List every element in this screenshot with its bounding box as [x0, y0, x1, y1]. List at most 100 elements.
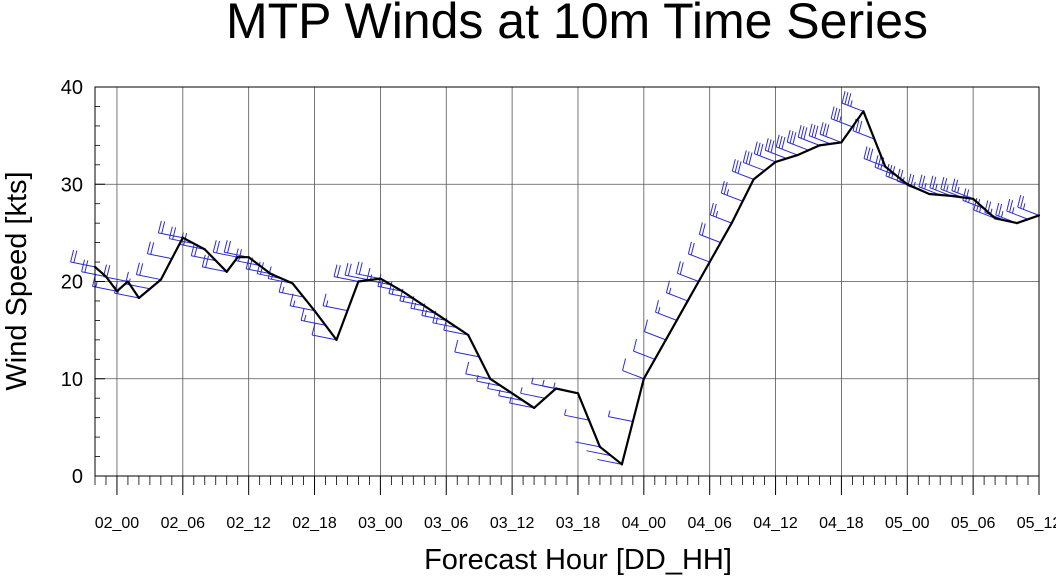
barb-shaft	[787, 141, 809, 151]
y-axis-label: Wind Speed [kts]	[1, 171, 33, 390]
barb-shaft	[81, 271, 107, 278]
barb-shaft	[776, 146, 798, 156]
barb-feather	[679, 262, 684, 275]
wind-barb	[289, 293, 315, 312]
data-point	[203, 248, 206, 251]
barb-feather	[322, 293, 327, 306]
wind-barb	[676, 261, 699, 282]
barb-shaft	[808, 135, 831, 145]
barb-feather	[808, 123, 813, 136]
barb-half-feather	[946, 185, 949, 192]
barb-shaft	[1017, 206, 1040, 216]
barb-feather	[300, 308, 305, 321]
barb-shaft	[147, 253, 172, 260]
barb-half-feather	[715, 211, 719, 218]
barb-feather	[1006, 198, 1011, 212]
wind-barb	[201, 254, 227, 273]
wind-barb	[764, 138, 787, 159]
barb-shaft	[509, 402, 535, 409]
barb-shaft	[322, 305, 348, 312]
barb-half-feather	[435, 317, 439, 324]
barb-feather	[1009, 200, 1014, 213]
barb-feather	[753, 141, 758, 154]
barb-feather	[786, 129, 791, 143]
barb-feather	[874, 155, 879, 168]
barb-feather	[146, 241, 151, 254]
barb-feather	[73, 250, 78, 263]
barb-feather	[995, 202, 1000, 216]
barb-feather	[869, 148, 874, 161]
barb-half-feather	[564, 409, 567, 416]
barb-feather	[976, 199, 981, 212]
barb-shaft	[885, 175, 908, 185]
barb-feather	[712, 203, 717, 217]
barb-feather	[690, 242, 695, 256]
barb-shaft	[246, 268, 271, 275]
barb-feather	[723, 182, 728, 195]
barb-feather	[355, 261, 360, 274]
barb-feather	[764, 138, 769, 151]
x-tick-label: 04_00	[622, 515, 667, 532]
x-tick-label: 03_18	[556, 515, 601, 532]
data-point	[532, 406, 536, 410]
wind-barb	[633, 338, 655, 360]
x-axis-label: Forecast Hour [DD_HH]	[424, 544, 732, 576]
data-point	[884, 165, 887, 168]
barb-feather	[172, 227, 177, 240]
barb-half-feather	[281, 286, 285, 293]
barb-feather	[366, 267, 371, 281]
barb-half-feather	[850, 100, 853, 107]
barb-shaft	[765, 149, 787, 159]
barb-shaft	[213, 251, 238, 258]
barb-feather	[847, 93, 852, 106]
data-point	[664, 338, 667, 341]
barb-feather	[465, 361, 470, 374]
data-point	[928, 192, 931, 196]
data-point	[489, 377, 492, 380]
data-point	[972, 197, 975, 200]
y-tick-label: 20	[61, 272, 83, 294]
data-point	[115, 290, 119, 293]
barb-shaft	[92, 285, 118, 292]
barb-feather	[311, 322, 316, 336]
barb-feather	[150, 242, 155, 255]
x-tick-label: 03_06	[424, 515, 469, 532]
barb-feather	[844, 92, 849, 105]
barb-shaft	[564, 414, 590, 421]
data-point	[467, 333, 470, 337]
x-tick-label: 02_12	[226, 515, 271, 532]
wind-barb	[698, 222, 721, 244]
barb-feather	[918, 174, 923, 187]
x-tick-label: 05_12	[1017, 515, 1056, 532]
barb-feather	[245, 256, 250, 269]
barb-shaft	[136, 274, 161, 281]
barb-feather	[863, 146, 868, 159]
barb-feather	[929, 175, 934, 188]
barb-shaft	[443, 329, 469, 336]
barb-shaft	[830, 118, 853, 128]
barb-feather	[748, 152, 753, 165]
wind-barb	[808, 123, 831, 145]
wind-barb	[586, 450, 612, 457]
wind-barb	[300, 308, 326, 326]
barb-feather	[665, 280, 670, 293]
data-point	[247, 256, 250, 259]
wind-barb	[454, 339, 480, 358]
wind-barb	[687, 241, 710, 263]
x-tick-label: 03_12	[490, 515, 535, 532]
barb-shaft	[333, 276, 359, 282]
wind-barb	[344, 263, 370, 281]
barb-feather	[855, 119, 860, 133]
data-point	[840, 141, 843, 144]
data-point	[379, 277, 382, 280]
wind-barb	[509, 396, 535, 409]
data-point	[862, 110, 865, 113]
wind-barb	[709, 202, 732, 224]
barb-shaft	[699, 233, 721, 244]
barb-feather	[836, 108, 841, 121]
barb-shaft	[973, 209, 996, 219]
barb-feather	[1020, 196, 1025, 209]
barb-half-feather	[292, 300, 296, 307]
y-tick-label: 30	[61, 174, 83, 196]
barb-shaft	[721, 192, 743, 202]
